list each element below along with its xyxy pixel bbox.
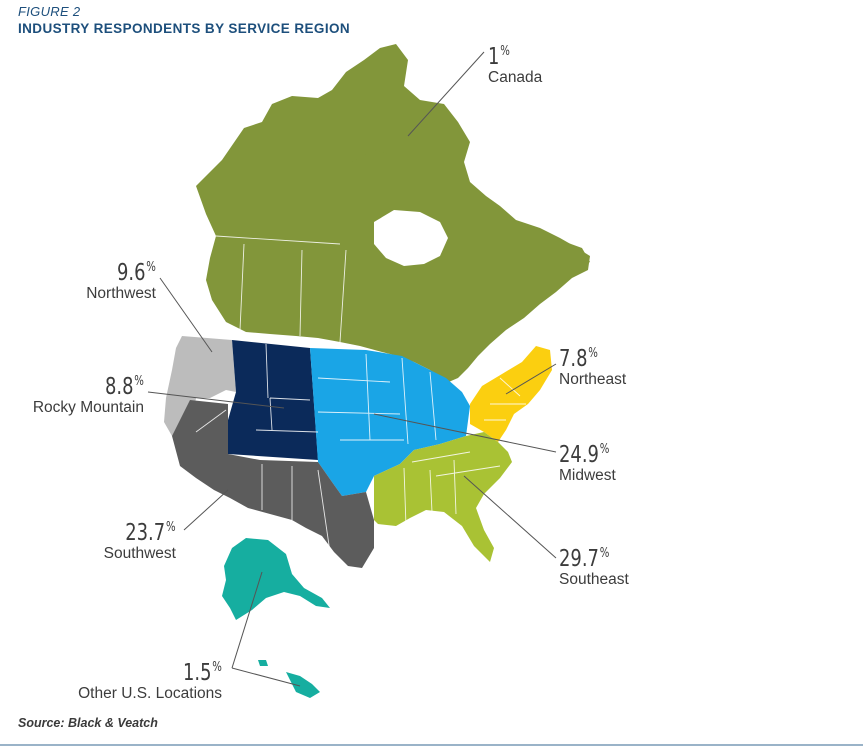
border-lines [195, 235, 526, 553]
other-value: 1.5 [183, 660, 212, 686]
canada-label: Canada [488, 69, 543, 86]
rocky-label: Rocky Mountain [32, 399, 144, 416]
southeast-label: Southeast [559, 571, 629, 588]
northeast-label: Northeast [559, 371, 627, 388]
figure-title: INDUSTRY RESPONDENTS BY SERVICE REGION [18, 21, 351, 36]
callout-rocky-mountain: 8.8% Rocky Mountain [33, 370, 144, 417]
region-northwest [164, 336, 236, 436]
region-other-us [222, 538, 330, 698]
midwest-label: Midwest [559, 467, 616, 484]
source-note: Source: Black & Veatch [18, 716, 158, 730]
callout-southeast: 29.7% Southeast [559, 542, 629, 589]
other-unit: % [212, 660, 222, 675]
northwest-unit: % [146, 260, 156, 275]
callout-other-us: 1.5% Other U.S. Locations [78, 656, 222, 703]
callout-northeast: 7.8% Northeast [559, 342, 626, 389]
rocky-value: 8.8 [105, 374, 134, 400]
midwest-value: 24.9 [559, 442, 599, 468]
leader-lines [147, 51, 557, 687]
southwest-label: Southwest [103, 545, 176, 562]
northwest-label: Northwest [86, 285, 156, 302]
southeast-unit: % [599, 546, 610, 561]
region-canada [196, 44, 590, 384]
canada-unit: % [500, 44, 510, 59]
southwest-unit: % [166, 520, 176, 535]
southeast-value: 29.7 [559, 546, 599, 572]
region-midwest [310, 348, 470, 496]
other-label: Other U.S. Locations [78, 685, 222, 702]
midwest-unit: % [599, 442, 610, 457]
region-rocky [228, 340, 318, 460]
southwest-value: 23.7 [125, 520, 166, 546]
figure-number: FIGURE 2 [18, 4, 81, 19]
northwest-value: 9.6 [117, 260, 146, 286]
northeast-value: 7.8 [559, 346, 588, 372]
rocky-unit: % [134, 374, 144, 389]
callout-northwest: 9.6% Northwest [86, 256, 156, 303]
callout-canada: 1% Canada [488, 40, 542, 87]
bottom-divider [0, 744, 863, 746]
northeast-unit: % [588, 346, 598, 361]
region-northeast [470, 346, 552, 442]
callout-southwest: 23.7% Southwest [104, 516, 176, 563]
region-southwest [172, 400, 374, 568]
region-southeast [374, 432, 512, 562]
callout-midwest: 24.9% Midwest [559, 438, 624, 485]
canada-value: 1 [488, 44, 500, 70]
